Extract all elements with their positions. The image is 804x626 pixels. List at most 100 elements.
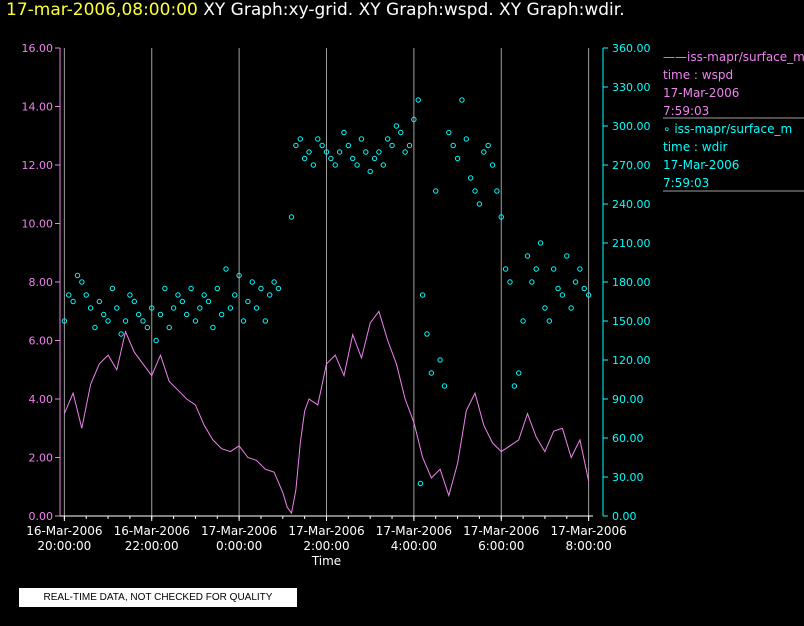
wdir-point	[393, 123, 400, 129]
wdir-point	[489, 162, 496, 168]
x-tick-label-time: 6:00:00	[478, 539, 524, 553]
wdir-point	[336, 149, 343, 155]
x-tick-label-time: 22:00:00	[125, 539, 179, 553]
x-axis-time: 16-Mar-200620:00:0016-Mar-200622:00:0017…	[26, 515, 627, 568]
legend-wdir-series: ∘ iss-mapr/surface_m	[663, 122, 793, 136]
wdir-point	[524, 253, 531, 259]
wdir-point	[516, 370, 522, 376]
legend-wdir: ∘ iss-mapr/surface_m time : wdir 17-Mar-…	[663, 120, 804, 192]
wdir-point	[537, 240, 544, 246]
wdir-point	[201, 292, 207, 298]
wdir-point	[135, 311, 142, 318]
right-tick-label: 240.00	[612, 198, 651, 211]
wdir-point	[433, 188, 439, 194]
wdir-point	[428, 370, 435, 376]
wdir-point	[70, 298, 76, 305]
wdir-point	[179, 298, 186, 305]
legend-wspd-time: 7:59:03	[663, 104, 710, 118]
wdir-point	[188, 285, 194, 292]
legend-wdir-time: 7:59:03	[663, 176, 710, 190]
wdir-point	[297, 136, 303, 142]
wdir-point	[564, 253, 570, 259]
left-tick-label: 14.00	[22, 101, 54, 114]
wdir-point	[546, 318, 553, 324]
right-tick-label: 30.00	[612, 471, 644, 484]
wdir-point	[157, 311, 164, 318]
x-tick-label-date: 17-Mar-2006	[550, 524, 626, 538]
wdir-point	[485, 142, 491, 149]
wdir-point	[319, 142, 325, 149]
wdir-point	[446, 129, 452, 136]
title-bar: 17-mar-2006,08:00:00 XY Graph:xy-grid. X…	[6, 0, 625, 20]
wdir-point	[332, 162, 338, 168]
graph-list: XY Graph:xy-grid. XY Graph:wspd. XY Grap…	[203, 0, 625, 20]
wdir-point	[507, 279, 513, 285]
grid	[63, 48, 590, 516]
wdir-point	[149, 305, 155, 311]
wdir-point	[114, 305, 120, 311]
wdir-point	[301, 155, 308, 162]
wdir-point	[494, 188, 500, 194]
right-tick-label: 120.00	[612, 354, 651, 367]
quality-notice: REAL-TIME DATA, NOT CHECKED FOR QUALITY	[19, 588, 297, 607]
x-tick-label-time: 4:00:00	[391, 539, 437, 553]
wdir-point	[210, 324, 216, 331]
legend-wdir-var: time : wdir	[663, 140, 728, 154]
wdir-point	[83, 292, 89, 298]
x-tick-label-date: 16-Mar-2006	[26, 524, 102, 538]
right-axis-wdir: 0.00 30.00 60.00 90.00 120.00 150.00 180.00 210…	[602, 42, 651, 523]
wdir-point	[253, 305, 260, 311]
wdir-point	[214, 285, 220, 292]
wdir-series	[61, 97, 592, 487]
x-tick-label-date: 17-Mar-2006	[376, 524, 452, 538]
wdir-point	[328, 155, 334, 162]
right-tick-label: 60.00	[612, 432, 644, 445]
wdir-point	[205, 298, 212, 305]
right-tick-label: 300.00	[612, 120, 651, 133]
wdir-point	[122, 318, 129, 324]
right-tick-label: 210.00	[612, 237, 651, 250]
wdir-point	[127, 292, 133, 298]
legend-wspd-var: time : wspd	[663, 68, 734, 82]
wdir-point	[450, 142, 456, 149]
wdir-point	[232, 292, 238, 298]
wdir-point	[236, 272, 242, 279]
left-tick-label: 0.00	[29, 510, 54, 523]
wdir-point	[310, 162, 317, 168]
wdir-point	[454, 155, 461, 162]
wdir-point	[529, 279, 535, 285]
wdir-point	[555, 285, 561, 292]
wdir-point	[354, 162, 360, 168]
wdir-point	[559, 292, 566, 298]
wdir-point	[100, 311, 107, 318]
wdir-point	[568, 305, 574, 311]
wdir-point	[419, 292, 426, 298]
left-tick-label: 4.00	[29, 393, 54, 406]
wdir-point	[262, 318, 269, 324]
wdir-point	[144, 324, 151, 331]
wdir-point	[502, 266, 509, 272]
wdir-point	[389, 142, 395, 149]
wdir-point	[175, 292, 181, 298]
wdir-point	[498, 214, 504, 220]
right-tick-label: 90.00	[612, 393, 644, 406]
wdir-point	[371, 155, 378, 162]
wdir-point	[223, 266, 229, 272]
x-tick-label-date: 17-Mar-2006	[288, 524, 364, 538]
wdir-point	[288, 214, 295, 220]
x-tick-label-date: 16-Mar-2006	[114, 524, 190, 538]
wdir-point	[227, 305, 234, 311]
left-tick-label: 12.00	[22, 159, 54, 172]
wdir-point	[341, 129, 347, 136]
wdir-point	[358, 136, 365, 142]
wdir-point	[293, 142, 299, 149]
legend-wspd-series: ——iss-mapr/surface_m	[663, 50, 804, 64]
wspd-line	[63, 310, 590, 515]
wdir-point	[511, 383, 518, 389]
timestamp: 17-mar-2006,08:00:00	[6, 0, 198, 20]
left-tick-label: 6.00	[29, 335, 54, 348]
wdir-point	[472, 188, 478, 194]
wdir-point	[577, 266, 583, 272]
right-tick-label: 360.00	[612, 42, 651, 55]
